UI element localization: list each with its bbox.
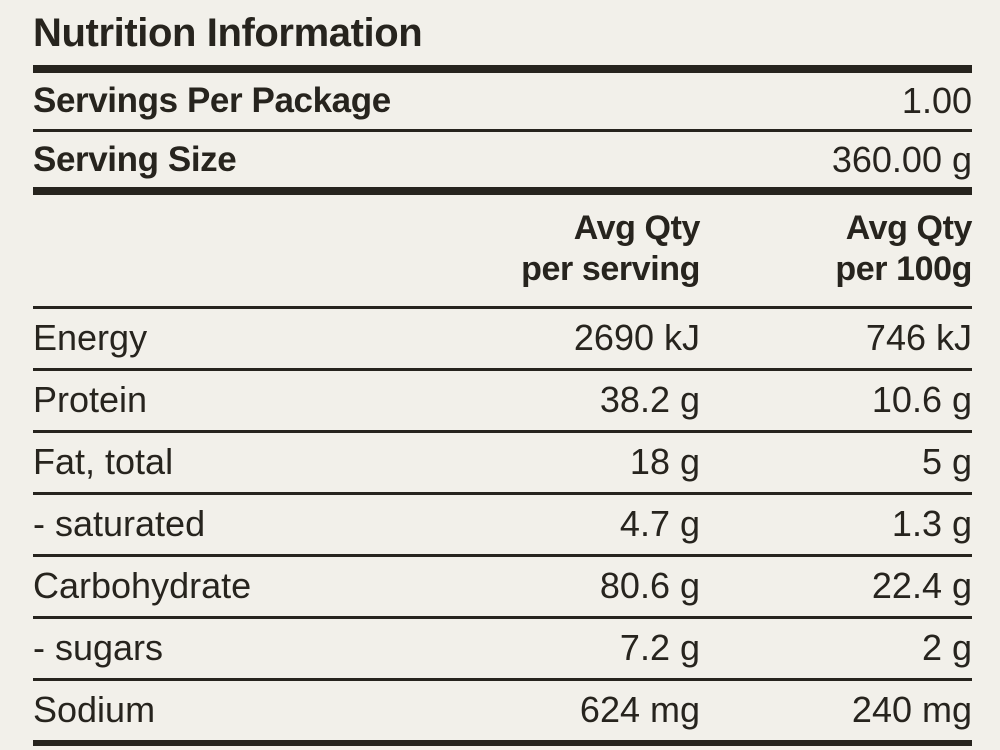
header-per-serving-line1: Avg Qty [573,209,701,247]
divider-thin [33,615,972,619]
divider-thin [33,491,972,495]
divider-thin [33,129,972,132]
nutrient-name: Fat, total [33,441,174,483]
per-serving-value: 38.2 g [599,379,700,421]
divider-thick-mid [33,187,972,195]
nutrient-name: Energy [33,317,148,359]
serving-size-row: Serving Size 360.00 g [33,132,972,187]
serving-size-label: Serving Size [33,139,237,179]
table-row-energy: Energy 2690 kJ 746 kJ [33,309,972,368]
servings-per-package-value: 1.00 [901,80,972,121]
per-serving-value: 7.2 g [619,627,700,669]
per-serving-value: 624 mg [579,689,700,731]
divider-thin [33,677,972,681]
header-per-100g-line1: Avg Qty [845,209,973,247]
nutrient-name: - saturated [33,503,206,545]
per-100g-value: 22.4 g [871,565,972,607]
per-100g-value: 10.6 g [871,379,972,421]
table-row-saturated: - saturated 4.7 g 1.3 g [33,495,972,554]
serving-size-value: 360.00 g [831,138,972,180]
header-per-serving: Avg Qty per serving [460,208,700,291]
divider-thick-top [33,65,972,73]
header-per-100g-line2: per 100g [835,250,972,289]
servings-per-package-row: Servings Per Package 1.00 [33,73,972,129]
per-100g-value: 240 mg [851,689,972,731]
page-title: Nutrition Information [33,11,423,55]
divider-thin [33,305,972,309]
per-serving-value: 18 g [629,441,700,483]
per-serving-value: 4.7 g [619,503,700,545]
per-100g-value: 1.3 g [891,503,972,545]
table-row-carbohydrate: Carbohydrate 80.6 g 22.4 g [33,557,972,616]
header-per-100g: Avg Qty per 100g [700,208,972,291]
divider-thin [33,553,972,557]
servings-per-package-label: Servings Per Package [33,81,391,120]
header-per-serving-line2: per serving [521,250,700,289]
table-row-sugars: - sugars 7.2 g 2 g [33,619,972,678]
nutrient-name: Protein [33,379,148,421]
nutrient-name: Carbohydrate [33,565,252,607]
per-100g-value: 5 g [921,441,972,483]
divider-thin [33,429,972,433]
table-header-row: Avg Qty per serving Avg Qty per 100g [33,195,972,306]
per-serving-value: 2690 kJ [573,317,700,359]
table-row-fat-total: Fat, total 18 g 5 g [33,433,972,492]
table-row-protein: Protein 38.2 g 10.6 g [33,371,972,430]
per-100g-value: 2 g [921,627,972,669]
per-100g-value: 746 kJ [865,317,972,359]
table-row-sodium: Sodium 624 mg 240 mg [33,681,972,740]
nutrient-name: - sugars [33,627,164,669]
per-serving-value: 80.6 g [599,565,700,607]
nutrient-name: Sodium [33,689,156,731]
divider-thin [33,367,972,371]
divider-bottom [33,739,972,746]
